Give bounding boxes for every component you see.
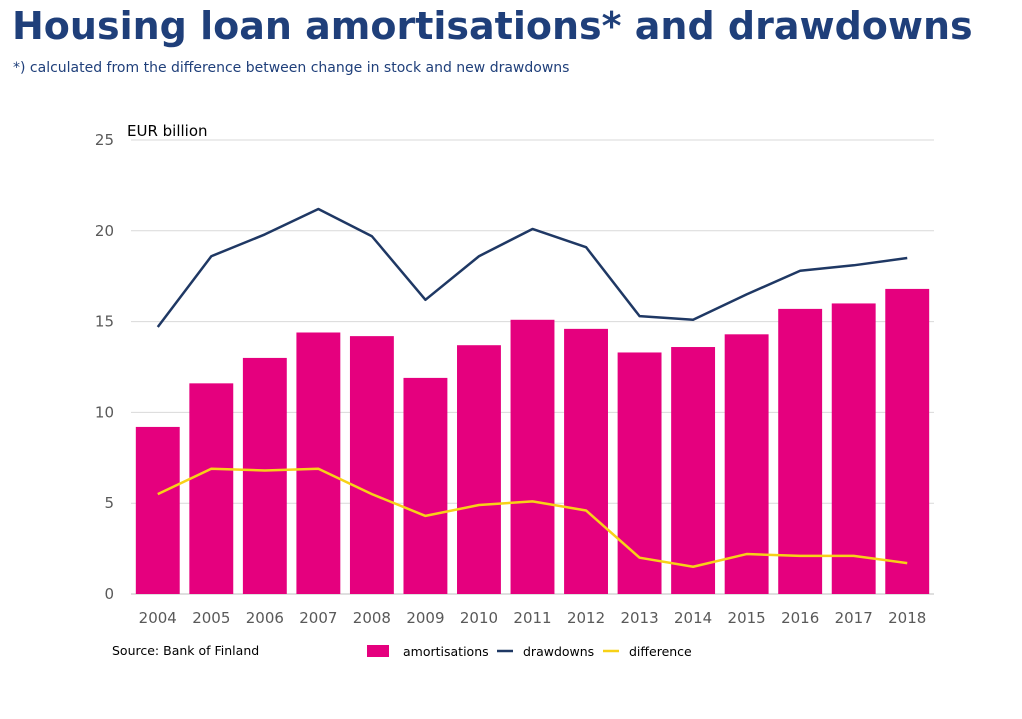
bar-amortisations: [885, 288, 930, 594]
bar-amortisations: [510, 319, 555, 594]
bar-amortisations: [564, 328, 608, 594]
y-tick-label: 10: [95, 403, 114, 421]
bar-amortisations: [831, 303, 876, 594]
legend-swatch-amortisations: [367, 645, 389, 657]
x-tick-label: 2006: [246, 609, 284, 627]
x-axis-ticks: 2004 2005 2006 2007 2008 2009 2010 2011 2012 2013…: [139, 609, 927, 627]
source-note: Source: Bank of Finland: [112, 643, 259, 658]
bar-amortisations: [189, 383, 234, 594]
bar-amortisations: [671, 347, 716, 594]
bar-amortisations: [617, 352, 662, 594]
line-difference: [157, 467, 908, 569]
legend: amortisations drawdowns difference: [367, 644, 692, 659]
bar-amortisations: [724, 334, 769, 594]
legend-label-amortisations: amortisations: [403, 644, 489, 659]
bar-amortisations: [349, 336, 394, 594]
bar-amortisations: [403, 377, 448, 594]
x-tick-label: 2017: [835, 609, 873, 627]
x-tick-label: 2011: [513, 609, 551, 627]
x-tick-label: 2009: [406, 609, 444, 627]
bar-amortisations: [135, 426, 180, 594]
x-tick-label: 2010: [460, 609, 498, 627]
bar-amortisations: [457, 345, 501, 594]
bar-amortisations: [778, 308, 823, 594]
x-tick-label: 2012: [567, 609, 605, 627]
bar-amortisations: [242, 357, 287, 594]
legend-label-difference: difference: [629, 644, 692, 659]
bar-amortisations: [296, 332, 341, 594]
y-tick-label: 0: [104, 585, 114, 603]
y-axis-ticks: 0 5 10 15 20 25: [95, 131, 114, 603]
x-tick-label: 2016: [781, 609, 819, 627]
y-tick-label: 20: [95, 222, 114, 240]
x-tick-label: 2014: [674, 609, 712, 627]
y-unit-label: EUR billion: [127, 122, 208, 140]
amortisations-bars: [135, 288, 930, 594]
series-lines: [156, 207, 908, 569]
x-tick-label: 2005: [192, 609, 230, 627]
x-tick-label: 2013: [620, 609, 658, 627]
y-tick-label: 5: [104, 494, 114, 512]
page-title: Housing loan amortisations* and drawdown…: [12, 4, 973, 48]
y-tick-label: 25: [95, 131, 114, 149]
x-tick-label: 2004: [139, 609, 177, 627]
x-tick-label: 2018: [888, 609, 926, 627]
line-drawdowns: [156, 207, 908, 328]
page-subtitle: *) calculated from the difference betwee…: [13, 60, 570, 76]
legend-label-drawdowns: drawdowns: [523, 644, 594, 659]
x-tick-label: 2015: [728, 609, 766, 627]
x-tick-label: 2008: [353, 609, 391, 627]
y-tick-label: 15: [95, 313, 114, 331]
x-tick-label: 2007: [299, 609, 337, 627]
